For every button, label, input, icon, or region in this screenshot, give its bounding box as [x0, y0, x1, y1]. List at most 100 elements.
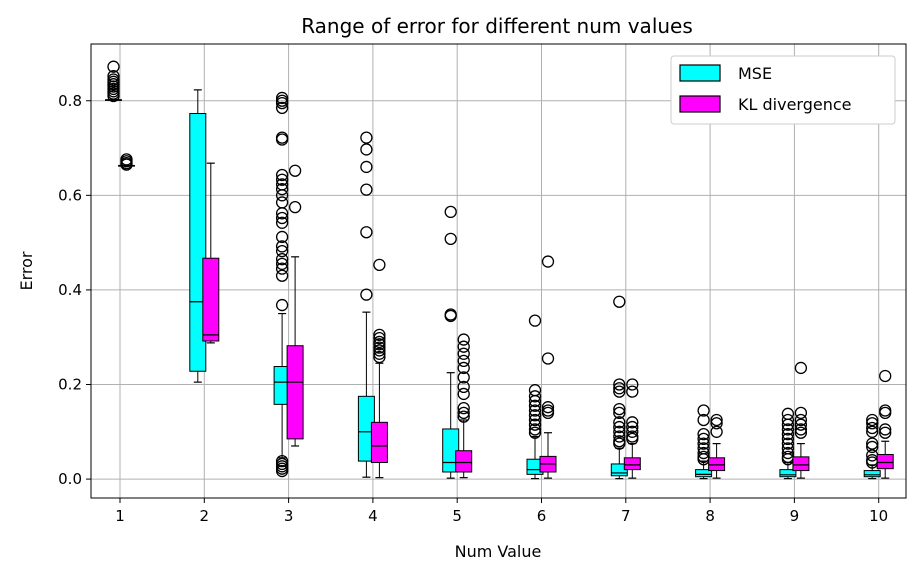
outlier-point: [275, 244, 289, 258]
outlier-point: [457, 371, 470, 384]
box-kl-2: [202, 162, 220, 344]
box-iqr: [708, 457, 726, 472]
plot-frame: [90, 43, 907, 499]
outlier-point: [288, 164, 302, 177]
outlier-point: [626, 432, 639, 446]
box-mse-7: [610, 295, 628, 480]
box-kl-7: [623, 378, 641, 479]
outlier-point: [457, 347, 470, 360]
outlier-point: [781, 446, 795, 460]
box-mse-1: [105, 60, 122, 103]
box-kl-8: [708, 413, 726, 479]
legend-label-kl: KL divergence: [738, 95, 851, 114]
outlier-point: [697, 446, 710, 460]
x-tick-label: 3: [284, 507, 294, 525]
outlier-point: [275, 173, 289, 186]
outlier-point: [360, 226, 373, 239]
outlier-point: [794, 413, 808, 427]
box-mse-6: [526, 314, 544, 480]
outlier-point: [360, 131, 373, 144]
chart-title: Range of error for different num values: [301, 14, 693, 38]
x-tick-label: 10: [869, 507, 888, 525]
x-axis-ticks: 1 2 3 4 5 6 7 8 9 10: [115, 498, 888, 525]
outlier-point: [457, 380, 470, 394]
outlier-point: [457, 361, 470, 375]
outlier-point: [275, 253, 289, 266]
outlier-point: [528, 413, 542, 427]
box-iqr: [189, 113, 207, 372]
box-kl-5: [455, 333, 473, 479]
outlier-point: [626, 385, 639, 398]
outlier-point: [528, 394, 542, 408]
outlier-point: [275, 240, 289, 253]
box-iqr: [863, 470, 881, 478]
outlier-point: [866, 413, 879, 427]
outlier-point: [613, 437, 626, 450]
outlier-point: [444, 232, 457, 245]
outlier-point: [275, 207, 289, 220]
outlier-point: [781, 423, 795, 436]
outlier-point: [879, 406, 892, 420]
outlier-point: [541, 352, 555, 365]
outlier-point: [710, 417, 723, 430]
outlier-point: [457, 406, 470, 420]
outlier-point: [697, 413, 710, 427]
outlier-point: [444, 309, 457, 323]
outlier-point: [626, 420, 639, 434]
x-tick-label: 8: [705, 507, 715, 525]
outlier-point: [275, 269, 289, 282]
outlier-point: [275, 101, 289, 114]
box-iqr: [779, 469, 797, 478]
legend-frame: [670, 55, 896, 125]
outlier-point: [373, 347, 386, 360]
outlier-point: [866, 440, 879, 454]
outlier-point: [373, 350, 386, 364]
outlier-point: [866, 437, 879, 450]
outlier-point: [275, 133, 289, 146]
x-axis-label: Num Value: [455, 542, 542, 561]
y-tick-label: 0.0: [58, 470, 82, 488]
outlier-point: [613, 295, 626, 308]
y-tick-label: 0.2: [58, 376, 82, 394]
outlier-point: [360, 160, 373, 174]
outlier-point: [781, 428, 795, 441]
outlier-point: [373, 338, 386, 351]
outlier-point: [360, 183, 373, 196]
legend-swatch-mse: [679, 64, 721, 82]
outlier-point: [275, 216, 289, 229]
box-kl-6: [539, 255, 557, 479]
outlier-point: [613, 382, 626, 395]
outlier-point: [373, 332, 386, 345]
outlier-point: [781, 418, 795, 431]
outlier-point: [528, 426, 542, 439]
outlier-point: [613, 402, 626, 416]
outlier-point: [373, 258, 386, 272]
outlier-point: [107, 89, 120, 103]
outlier-point: [528, 409, 542, 422]
outlier-point: [275, 262, 289, 275]
box-mse-4: [357, 131, 375, 478]
outlier-point: [275, 211, 289, 225]
outlier-point: [613, 420, 626, 434]
box-kl-9: [792, 361, 810, 479]
outlier-point: [626, 416, 639, 429]
outlier-point: [275, 257, 289, 271]
outlier-point: [613, 416, 626, 429]
outlier-point: [120, 158, 133, 171]
outlier-point: [288, 201, 302, 214]
outlier-point: [613, 385, 626, 398]
box-iqr: [455, 450, 473, 473]
outlier-point: [275, 183, 289, 196]
box-iqr: [286, 345, 304, 440]
outlier-point: [457, 401, 470, 415]
outlier-point: [697, 404, 710, 417]
box-iqr: [695, 469, 713, 478]
outlier-point: [613, 406, 626, 420]
box-iqr: [792, 456, 810, 472]
outlier-point: [541, 406, 555, 420]
outlier-point: [457, 354, 470, 368]
y-axis-ticks: 0.0 0.2 0.4 0.6 0.8: [58, 92, 91, 488]
outlier-point: [275, 464, 289, 478]
outlier-point: [879, 423, 892, 436]
legend-label-mse: MSE: [738, 64, 772, 83]
